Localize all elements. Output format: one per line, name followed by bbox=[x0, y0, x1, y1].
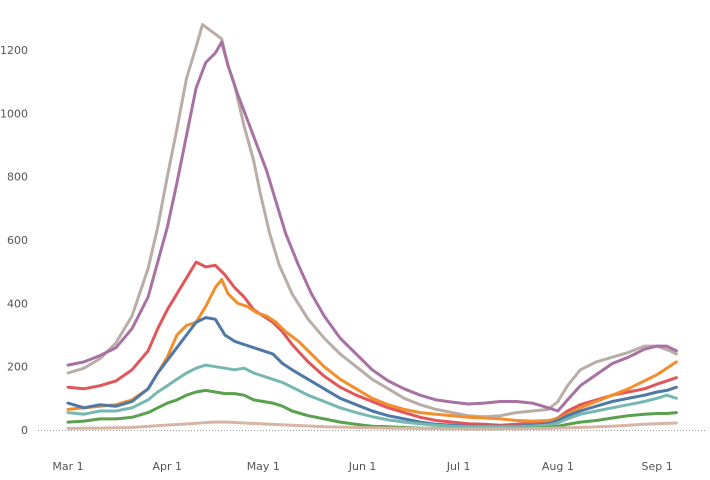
x-axis-ticks: Mar 1 Apr 1 May 1 Jun 1 Jul 1 Aug 1 Sep 1 bbox=[52, 460, 672, 473]
y-tick-label: 0 bbox=[21, 424, 28, 437]
x-tick-label: Mar 1 bbox=[52, 460, 83, 473]
y-tick-label: 400 bbox=[7, 297, 28, 310]
series-line-8 bbox=[66, 420, 678, 431]
series-line-3 bbox=[66, 260, 678, 427]
y-tick-label: 1200 bbox=[0, 44, 28, 57]
x-tick-label: Sep 1 bbox=[642, 460, 673, 473]
y-tick-label: 200 bbox=[7, 361, 28, 374]
x-tick-label: Jun 1 bbox=[348, 460, 377, 473]
y-tick-label: 800 bbox=[7, 171, 28, 184]
series-line-6 bbox=[66, 363, 678, 429]
x-tick-label: May 1 bbox=[247, 460, 280, 473]
x-tick-label: Aug 1 bbox=[542, 460, 574, 473]
x-tick-label: Jul 1 bbox=[446, 460, 471, 473]
series-line-5 bbox=[66, 316, 678, 428]
series-line-1 bbox=[66, 23, 678, 419]
series-line-2 bbox=[66, 40, 678, 413]
series-lines bbox=[66, 23, 678, 431]
x-tick-label: Apr 1 bbox=[152, 460, 182, 473]
series-line-4 bbox=[66, 278, 678, 423]
y-axis-ticks: 0 200 400 600 800 1000 1200 bbox=[0, 44, 28, 437]
y-tick-label: 600 bbox=[7, 234, 28, 247]
y-tick-label: 1000 bbox=[0, 107, 28, 120]
series-line-7 bbox=[66, 388, 678, 431]
